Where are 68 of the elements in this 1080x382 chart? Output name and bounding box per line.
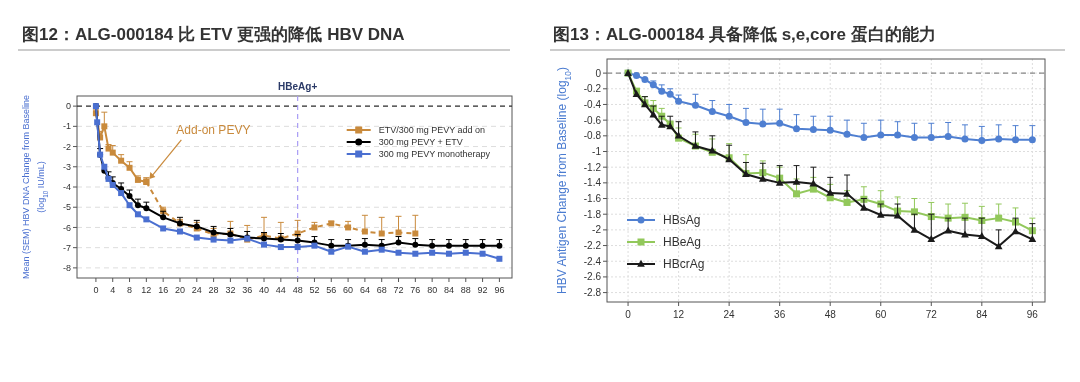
x-tick-label: 60 xyxy=(875,309,887,320)
y-tick-label: -1.2 xyxy=(583,161,602,173)
y-tick-label: -0.8 xyxy=(583,130,602,142)
legend-label: 300 mg PEVY monotherapy xyxy=(378,149,491,160)
x-tick-label: 80 xyxy=(427,285,438,295)
x-tick-label: 72 xyxy=(393,285,404,295)
y-tick-label: 0 xyxy=(65,101,71,112)
y-tick-label: -0.2 xyxy=(583,83,602,95)
y-tick-label: -1.8 xyxy=(583,208,602,220)
x-tick-label: 96 xyxy=(494,285,505,295)
x-tick-label: 4 xyxy=(110,285,116,295)
legend-label: 300 mg PEVY + ETV xyxy=(378,137,463,148)
y-tick-label: -2.4 xyxy=(583,255,602,267)
legend-label: ETV/300 mg PEVY add on xyxy=(378,125,486,136)
y-tick-label: -2.8 xyxy=(583,287,602,299)
x-tick-label: 36 xyxy=(242,285,253,295)
chart-title: 图13：ALG-000184 具备降低 s,e,core 蛋白的能力 xyxy=(553,25,936,44)
x-tick-label: 24 xyxy=(191,285,202,295)
y-tick-label: -8 xyxy=(62,263,71,274)
annotation: Add-on PEVY xyxy=(176,122,251,137)
x-tick-label: 60 xyxy=(343,285,354,295)
x-tick-label: 44 xyxy=(275,285,286,295)
x-tick-label: 20 xyxy=(174,285,185,295)
x-tick-label: 12 xyxy=(141,285,152,295)
x-tick-label: 88 xyxy=(460,285,471,295)
chart-title: 图12：ALG-000184 比 ETV 更强的降低 HBV DNA xyxy=(22,25,405,44)
y-tick-label: 0 xyxy=(595,67,602,79)
x-tick-label: 96 xyxy=(1026,309,1039,320)
x-tick-label: 36 xyxy=(774,309,786,320)
y-tick-label: -1 xyxy=(592,146,602,157)
x-tick-label: 40 xyxy=(259,285,270,295)
y-tick-label: -2.2 xyxy=(583,240,602,252)
x-tick-label: 72 xyxy=(925,309,938,320)
y-tick-label: -1.4 xyxy=(583,177,602,189)
y-tick-label: -1 xyxy=(62,121,71,132)
x-tick-label: 24 xyxy=(723,309,736,320)
y-tick-label: -6 xyxy=(62,222,71,233)
y-tick-label: -3 xyxy=(62,161,71,172)
x-tick-label: 48 xyxy=(292,285,303,295)
x-tick-label: 8 xyxy=(127,285,133,295)
x-tick-label: 12 xyxy=(673,309,685,320)
y-tick-label: -7 xyxy=(62,242,71,253)
y-tick-label: -2 xyxy=(592,224,602,236)
y-tick-label: -4 xyxy=(62,182,71,193)
x-tick-label: 64 xyxy=(359,285,370,295)
x-tick-label: 76 xyxy=(410,285,421,295)
x-tick-label: 56 xyxy=(326,285,337,295)
x-tick-label: 84 xyxy=(976,309,988,320)
x-tick-label: 28 xyxy=(208,285,219,295)
x-tick-label: 52 xyxy=(309,285,320,295)
x-tick-label: 92 xyxy=(477,285,488,295)
x-tick-label: 0 xyxy=(93,285,99,295)
x-tick-label: 84 xyxy=(443,285,454,295)
x-tick-label: 0 xyxy=(625,309,632,320)
y-tick-label: -1.6 xyxy=(583,193,602,205)
y-tick-label: -5 xyxy=(62,202,71,213)
chart-subtitle: HBeAg+ xyxy=(278,81,318,92)
x-tick-label: 48 xyxy=(824,309,837,320)
y-tick-label: -0.6 xyxy=(583,114,602,126)
legend-label: HBeAg xyxy=(663,235,702,250)
y-tick-label: -2.6 xyxy=(583,271,602,283)
legend-label: HBsAg xyxy=(663,213,701,228)
x-tick-label: 68 xyxy=(376,285,387,295)
x-tick-label: 16 xyxy=(158,285,169,295)
legend-label: HBcrAg xyxy=(663,257,705,272)
y-tick-label: -2 xyxy=(62,141,71,152)
x-tick-label: 32 xyxy=(225,285,236,295)
y-tick-label: -0.4 xyxy=(583,98,602,110)
